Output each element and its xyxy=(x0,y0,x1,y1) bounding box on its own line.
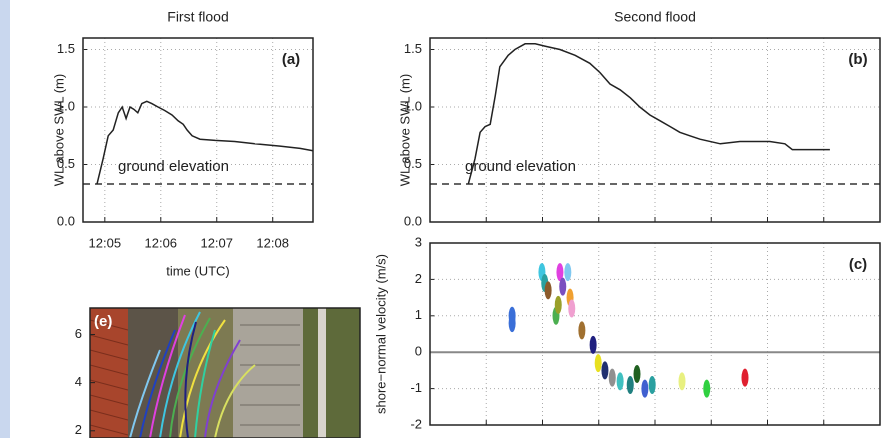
data-line xyxy=(96,100,314,185)
velocity-blob xyxy=(564,263,572,282)
photo xyxy=(89,307,361,438)
velocity-blob xyxy=(578,321,586,340)
velocity-blob xyxy=(554,295,562,314)
y-tick-label: 4 xyxy=(75,374,82,389)
y-tick-label: 0 xyxy=(415,344,422,359)
panel-label: (e) xyxy=(94,313,112,330)
velocity-blob xyxy=(741,368,749,387)
velocity-blob xyxy=(633,365,641,384)
panel-label: (c) xyxy=(849,256,867,273)
panel-label: (a) xyxy=(282,51,300,68)
y-tick-label: 1.5 xyxy=(57,41,75,56)
axes-frame xyxy=(82,37,314,223)
y-axis-label: WL above SWL (m) xyxy=(397,74,412,186)
velocity-blob xyxy=(556,263,564,282)
velocity-blob xyxy=(608,368,616,387)
y-tick-label: 1.0 xyxy=(57,98,75,113)
x-tick-label: 12:07 xyxy=(200,235,233,250)
velocity-blob xyxy=(589,335,597,354)
velocity-blob xyxy=(641,379,649,398)
y-tick-label: -2 xyxy=(410,416,422,431)
y-tick-label: 2 xyxy=(75,422,82,437)
velocity-blob xyxy=(601,361,609,380)
x-tick-label: 12:05 xyxy=(89,235,122,250)
y-tick-label: 0.5 xyxy=(57,156,75,171)
velocity-blob xyxy=(594,354,602,373)
velocity-blob xyxy=(544,281,552,300)
velocity-blob xyxy=(678,372,686,391)
y-tick-label: 1.5 xyxy=(404,41,422,56)
x-tick-label: 12:06 xyxy=(145,235,178,250)
data-line xyxy=(467,43,830,185)
y-tick-label: 1.0 xyxy=(404,98,422,113)
velocity-blob xyxy=(703,379,711,398)
y-tick-label: 1 xyxy=(415,307,422,322)
velocity-blob xyxy=(626,375,634,394)
y-axis-label: shore−normal velocity (m/s) xyxy=(373,254,388,414)
y-tick-label: 0.0 xyxy=(57,213,75,228)
panel-title: Second flood xyxy=(614,9,696,25)
annotation: ground elevation xyxy=(118,158,229,175)
y-tick-label: 0.5 xyxy=(404,156,422,171)
panel-title: First flood xyxy=(167,9,228,25)
y-tick-label: 0.0 xyxy=(404,213,422,228)
annotation: ground elevation xyxy=(465,158,576,175)
x-tick-label: 12:08 xyxy=(256,235,289,250)
panel-label: (b) xyxy=(848,51,867,68)
y-tick-label: 3 xyxy=(415,234,422,249)
axes-frame xyxy=(429,242,881,426)
y-tick-label: 6 xyxy=(75,326,82,341)
side-strip xyxy=(0,0,10,438)
x-axis-label: time (UTC) xyxy=(166,263,230,278)
axes-frame xyxy=(429,37,881,223)
velocity-blob xyxy=(568,299,576,318)
y-tick-label: 2 xyxy=(415,271,422,286)
velocity-blob xyxy=(508,306,516,325)
velocity-blob xyxy=(648,375,656,394)
y-tick-label: -1 xyxy=(410,380,422,395)
velocity-blob xyxy=(616,372,624,391)
y-axis-label: WL above SWL (m) xyxy=(51,74,66,186)
velocity-blob xyxy=(559,277,567,296)
